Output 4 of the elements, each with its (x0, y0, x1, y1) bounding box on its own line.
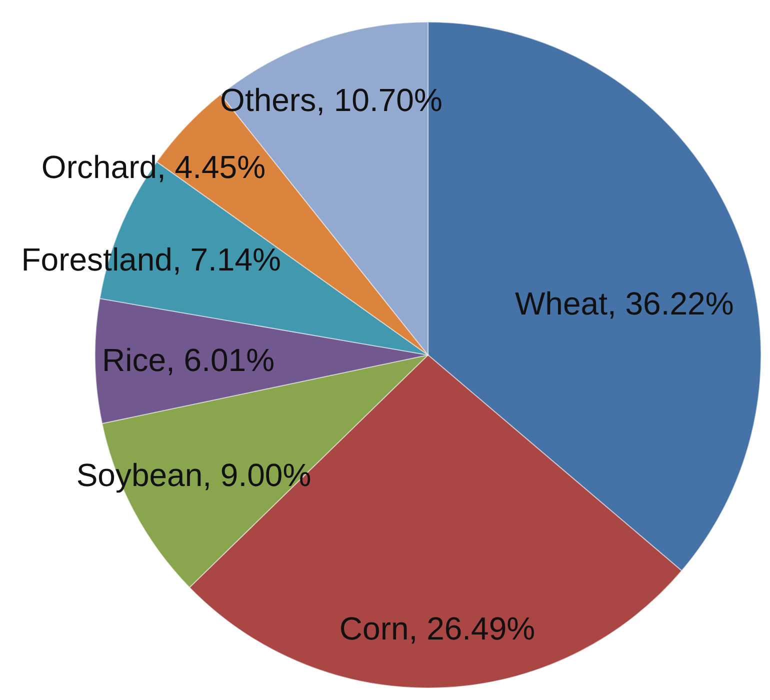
slice-label: Corn, 26.49% (339, 610, 536, 646)
slice-label: Others, 10.70% (220, 82, 442, 118)
slice-label: Wheat, 36.22% (514, 286, 734, 322)
slice-label: Rice, 6.01% (102, 342, 275, 378)
